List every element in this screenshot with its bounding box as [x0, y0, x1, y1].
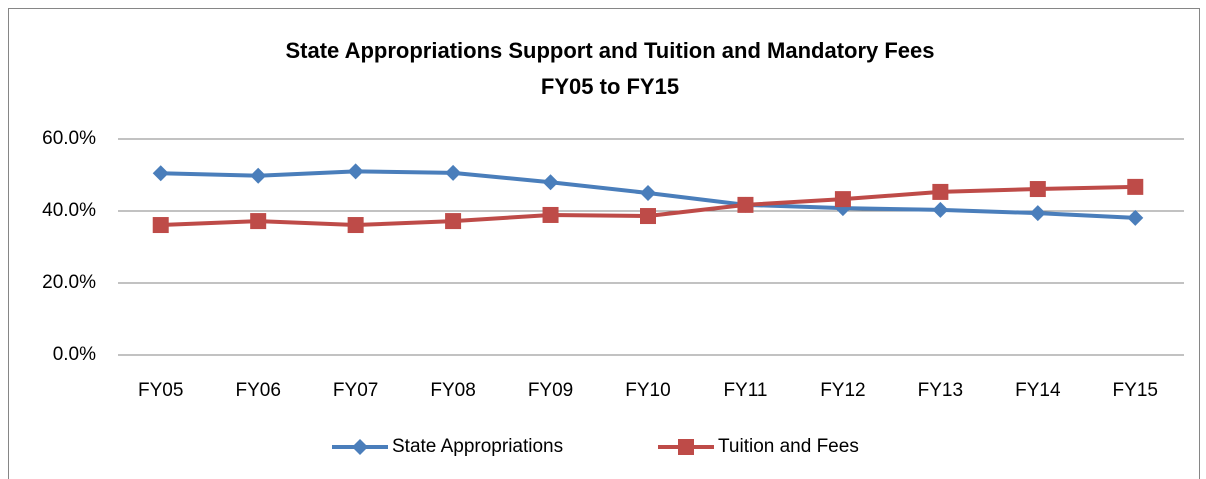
- chart-title: State Appropriations Support and Tuition…: [285, 38, 934, 63]
- data-point: [1029, 205, 1046, 222]
- x-tick-label: FY07: [333, 380, 378, 401]
- data-point: [932, 201, 949, 218]
- x-tick-label: FY13: [918, 380, 963, 401]
- chart-subtitle: FY05 to FY15: [541, 74, 679, 99]
- data-point: [640, 208, 656, 225]
- data-point: [445, 164, 462, 181]
- x-tick-label: FY10: [625, 380, 670, 401]
- x-tick-label: FY05: [138, 380, 183, 401]
- data-point: [542, 174, 559, 191]
- legend-marker: [678, 439, 694, 455]
- x-tick-label: FY06: [235, 380, 280, 401]
- data-point: [542, 206, 559, 223]
- data-point: [250, 167, 267, 184]
- legend-marker: [352, 439, 368, 455]
- data-point: [1029, 181, 1046, 198]
- data-point: [250, 213, 267, 230]
- y-tick-label: 0.0%: [53, 344, 96, 365]
- data-point: [1127, 178, 1144, 195]
- data-point: [1127, 209, 1144, 226]
- data-point: [932, 183, 949, 200]
- data-point: [445, 213, 462, 230]
- y-tick-label: 60.0%: [42, 128, 96, 149]
- data-point: [347, 217, 364, 234]
- x-tick-label: FY15: [1113, 380, 1158, 401]
- data-point: [347, 163, 364, 180]
- data-point: [640, 185, 656, 201]
- x-tick-label: FY09: [528, 380, 573, 401]
- data-point: [834, 191, 851, 208]
- x-tick-label: FY08: [430, 380, 475, 401]
- x-tick-label: FY11: [723, 380, 767, 401]
- x-tick-label: FY12: [820, 380, 865, 401]
- legend-label: Tuition and Fees: [718, 436, 859, 457]
- y-tick-label: 40.0%: [42, 200, 96, 221]
- data-point: [152, 217, 169, 234]
- data-point: [737, 196, 754, 213]
- legend-label: State Appropriations: [392, 436, 563, 457]
- y-tick-label: 20.0%: [42, 272, 96, 293]
- data-point: [152, 165, 169, 182]
- x-tick-label: FY14: [1015, 380, 1061, 401]
- chart-border: [8, 8, 1200, 479]
